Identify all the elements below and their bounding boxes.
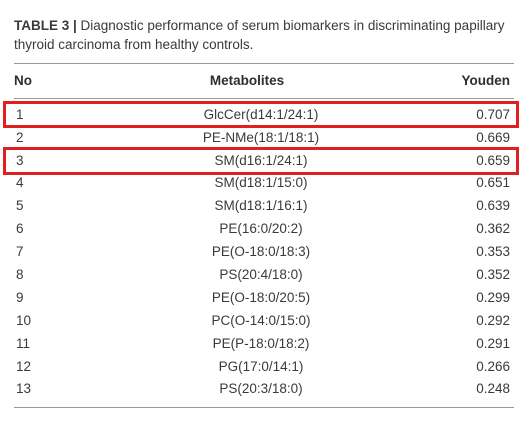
row-no: 3 — [16, 153, 24, 168]
row-metabolite: PC(O-14:0/15:0) — [211, 313, 311, 328]
top-rule — [14, 63, 514, 64]
row-youden: 0.651 — [476, 175, 510, 190]
row-youden: 0.707 — [476, 107, 510, 122]
row-metabolite: PS(20:3/18:0) — [219, 381, 303, 396]
table-row: 7 PE(O-18:0/18:3) 0.353 — [14, 241, 510, 262]
row-no: 9 — [16, 290, 24, 305]
table-label: TABLE 3 | — [14, 18, 77, 33]
table-row: 6 PE(16:0/20:2) 0.362 — [14, 218, 510, 239]
row-metabolite: PE-NMe(18:1/18:1) — [202, 130, 320, 145]
row-youden: 0.352 — [476, 267, 510, 282]
table-row: 3 SM(d16:1/24:1) 0.659 — [14, 150, 510, 171]
row-youden: 0.362 — [476, 221, 510, 236]
row-youden: 0.669 — [476, 130, 510, 145]
table-row: 12 PG(17:0/14:1) 0.266 — [14, 356, 510, 377]
table-row: 4 SM(d18:1/15:0) 0.651 — [14, 172, 510, 193]
table-row: 8 PS(20:4/18:0) 0.352 — [14, 264, 510, 285]
table-caption: TABLE 3 | Diagnostic performance of seru… — [14, 16, 514, 54]
table-row: 9 PE(O-18:0/20:5) 0.299 — [14, 287, 510, 308]
row-no: 8 — [16, 267, 24, 282]
highlight-box-row-1 — [3, 101, 519, 128]
header-no: No — [14, 73, 32, 88]
table-row: 2 PE-NMe(18:1/18:1) 0.669 — [14, 127, 510, 148]
table-caption-text: Diagnostic performance of serum biomarke… — [14, 18, 505, 52]
row-no: 6 — [16, 221, 24, 236]
row-youden: 0.639 — [476, 198, 510, 213]
table-row: 5 SM(d18:1/16:1) 0.639 — [14, 195, 510, 216]
row-metabolite: PE(O-18:0/18:3) — [211, 244, 311, 259]
table-row: 13 PS(20:3/18:0) 0.248 — [14, 378, 510, 399]
row-youden: 0.299 — [476, 290, 510, 305]
row-youden: 0.266 — [476, 359, 510, 374]
row-no: 4 — [16, 175, 24, 190]
header-rule — [14, 98, 514, 99]
row-metabolite: PE(P-18:0/18:2) — [212, 336, 310, 351]
row-metabolite: PS(20:4/18:0) — [219, 267, 303, 282]
row-youden: 0.291 — [476, 336, 510, 351]
header-youden: Youden — [461, 73, 511, 88]
row-no: 11 — [16, 336, 31, 351]
table-row: 11 PE(P-18:0/18:2) 0.291 — [14, 333, 510, 354]
row-no: 2 — [16, 130, 24, 145]
row-no: 7 — [16, 244, 24, 259]
row-youden: 0.248 — [476, 381, 510, 396]
highlight-box-row-3 — [3, 147, 519, 175]
row-metabolite: GlcCer(d14:1/24:1) — [203, 107, 319, 122]
row-metabolite: PE(O-18:0/20:5) — [211, 290, 311, 305]
row-metabolite: PE(16:0/20:2) — [219, 221, 303, 236]
row-youden: 0.353 — [476, 244, 510, 259]
bottom-rule — [14, 407, 514, 408]
row-youden: 0.292 — [476, 313, 510, 328]
row-metabolite: SM(d18:1/15:0) — [214, 175, 308, 190]
header-metabolites: Metabolites — [209, 73, 285, 88]
row-metabolite: SM(d16:1/24:1) — [214, 153, 308, 168]
table-row: 1 GlcCer(d14:1/24:1) 0.707 — [14, 104, 510, 125]
row-youden: 0.659 — [476, 153, 510, 168]
row-metabolite: PG(17:0/14:1) — [218, 359, 304, 374]
row-metabolite: SM(d18:1/16:1) — [214, 198, 308, 213]
row-no: 5 — [16, 198, 24, 213]
row-no: 1 — [16, 107, 24, 122]
table-row: 10 PC(O-14:0/15:0) 0.292 — [14, 310, 510, 331]
row-no: 10 — [16, 313, 32, 328]
row-no: 13 — [16, 381, 32, 396]
row-no: 12 — [16, 359, 32, 374]
